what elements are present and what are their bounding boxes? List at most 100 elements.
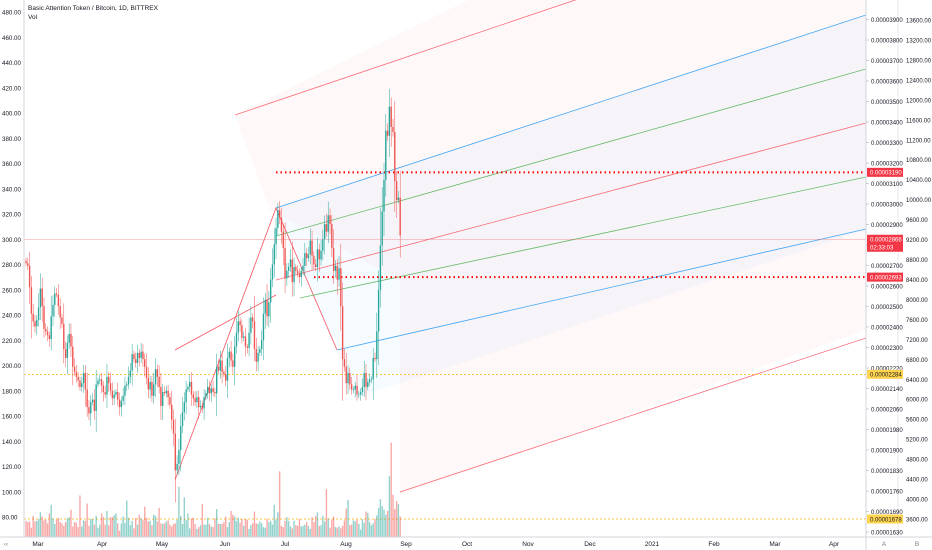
- candle-body: [370, 379, 373, 380]
- candle-body: [90, 402, 92, 414]
- volume-bar: [246, 519, 248, 537]
- volume-bar: [296, 525, 299, 537]
- volume-bar: [203, 524, 205, 537]
- usd-tick-label: 4800.00: [906, 458, 928, 464]
- volume-bar: [158, 507, 160, 537]
- price-label-badge: [867, 369, 903, 379]
- candle-body: [140, 351, 142, 358]
- candle-body: [278, 210, 281, 218]
- candle-body: [97, 380, 99, 385]
- volume-bar: [174, 523, 177, 537]
- usd-tick-label: 10400.00: [906, 178, 932, 184]
- candle-body: [55, 293, 58, 295]
- candle-body: [100, 379, 103, 386]
- candle-body: [194, 398, 196, 403]
- pitchfork-drawing[interactable]: [174, 0, 866, 493]
- auto-scale-button[interactable]: A: [882, 541, 887, 548]
- volume-bar: [36, 520, 38, 537]
- candle-body: [43, 306, 45, 329]
- candle-body: [138, 352, 141, 358]
- log-scale-button[interactable]: B: [915, 541, 919, 548]
- go-to-start-button[interactable]: ‹‹: [4, 541, 8, 548]
- price-tick-label: 0.00003000: [871, 203, 903, 209]
- time-tick-label: Jul: [281, 541, 290, 548]
- volume-bar: [52, 518, 54, 537]
- usd-tick-label: 7600.00: [906, 318, 928, 324]
- volume-bar: [171, 526, 173, 537]
- volume-bar: [385, 514, 387, 537]
- candle-body: [113, 394, 115, 399]
- candle-body: [305, 253, 308, 259]
- volume-bar: [208, 523, 211, 537]
- candle-body: [192, 394, 195, 399]
- candle-body: [390, 106, 392, 127]
- volume-bar: [113, 515, 115, 537]
- candle-body: [189, 381, 191, 387]
- right-axis[interactable]: 0.00003900 0.00003800 0.00003700 0.00003600…: [865, 0, 932, 550]
- candle-body: [183, 402, 186, 413]
- price-label-badge: [867, 167, 903, 177]
- left-tick-label: 280.00: [2, 262, 21, 269]
- time-tick-label: Oct: [462, 541, 472, 548]
- usd-tick-label: 3600.00: [906, 518, 928, 524]
- symbol-title: Basic Attention Token / Bitcoin, 1D, BIT…: [28, 5, 158, 12]
- volume-bar: [399, 516, 401, 537]
- candle-body: [198, 397, 200, 408]
- candle-body: [106, 376, 108, 395]
- candle-body: [39, 288, 42, 308]
- volume-bar: [295, 525, 297, 537]
- volume-bar: [228, 522, 230, 537]
- candle-body: [169, 397, 171, 405]
- volume-bar: [167, 520, 169, 537]
- candle-body: [34, 321, 36, 327]
- candle-body: [219, 360, 221, 371]
- volume-bar: [253, 511, 256, 537]
- candle-body: [144, 359, 146, 367]
- volume-bar: [232, 514, 234, 537]
- volume-bar: [372, 523, 374, 537]
- volume-bar: [194, 523, 196, 537]
- volume-bar: [233, 516, 236, 537]
- left-tick-label: 300.00: [2, 237, 21, 244]
- candle-body: [268, 302, 270, 317]
- candle-body: [304, 253, 306, 266]
- price-tick-label: 0.00001980: [871, 428, 903, 434]
- volume-bar: [205, 524, 207, 537]
- volume-bar: [178, 486, 180, 537]
- candle-body: [250, 317, 252, 333]
- volume-bar: [118, 530, 121, 537]
- time-axis[interactable]: Mar Apr May Jun Jul Aug Sep Oct Nov Dec 2021 Feb Mar…: [0, 536, 932, 548]
- candle-body: [201, 405, 204, 409]
- candle-body: [293, 267, 295, 283]
- candle-body: [133, 354, 135, 360]
- candle-body: [199, 405, 202, 408]
- volume-bar: [54, 523, 56, 537]
- price-tick-label: 0.00002220: [871, 367, 903, 373]
- price-tick-label: 0.00003800: [871, 39, 903, 45]
- volume-bar: [154, 515, 157, 537]
- price-label-text: 0.00003190: [870, 171, 902, 177]
- candle-body: [135, 359, 137, 363]
- price-tick-label: 0.00003300: [871, 141, 903, 147]
- candle-body: [246, 346, 248, 348]
- volume-bar: [271, 524, 274, 537]
- candle-body: [251, 317, 254, 322]
- volume-bar: [365, 511, 367, 537]
- usd-tick-label: 12000.00: [906, 98, 932, 104]
- candle-body: [61, 317, 63, 324]
- candle-body: [93, 399, 96, 411]
- volume-bar: [153, 514, 155, 537]
- volume-bar: [106, 510, 108, 537]
- usd-tick-label: 5200.00: [906, 438, 928, 444]
- candle-body: [149, 381, 151, 390]
- time-tick-label: Nov: [522, 541, 534, 548]
- price-label-text: 0.00001678: [870, 517, 902, 523]
- candle-body: [266, 299, 268, 317]
- candle-body: [30, 287, 33, 314]
- candle-body: [75, 371, 78, 377]
- candle-body: [122, 395, 124, 401]
- volume-bar: [59, 522, 61, 537]
- usd-tick-label: 13600.00: [906, 19, 932, 25]
- volume-bar: [305, 522, 308, 537]
